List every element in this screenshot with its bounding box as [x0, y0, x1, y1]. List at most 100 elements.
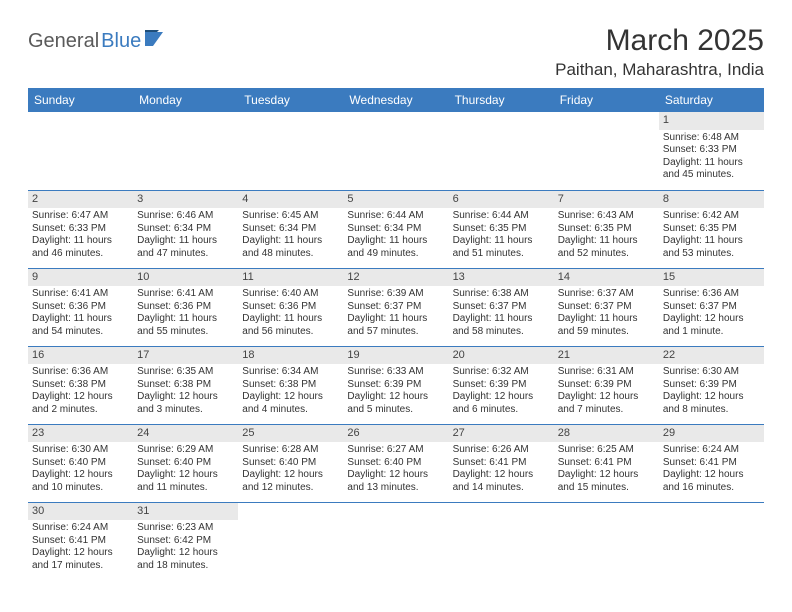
sunrise-text: Sunrise: 6:30 AM — [663, 366, 760, 379]
calendar-day-cell: 17Sunrise: 6:35 AMSunset: 6:38 PMDayligh… — [133, 346, 238, 424]
calendar-day-cell: 23Sunrise: 6:30 AMSunset: 6:40 PMDayligh… — [28, 424, 133, 502]
daylight-text: Daylight: 12 hours and 2 minutes. — [32, 391, 129, 416]
calendar-week-row: 1Sunrise: 6:48 AMSunset: 6:33 PMDaylight… — [28, 112, 764, 190]
day-number: 18 — [238, 347, 343, 365]
sunset-text: Sunset: 6:40 PM — [32, 457, 129, 470]
day-number: 10 — [133, 269, 238, 287]
sunrise-text: Sunrise: 6:44 AM — [453, 210, 550, 223]
sunrise-text: Sunrise: 6:40 AM — [242, 288, 339, 301]
sunrise-text: Sunrise: 6:37 AM — [558, 288, 655, 301]
calendar-day-cell: 16Sunrise: 6:36 AMSunset: 6:38 PMDayligh… — [28, 346, 133, 424]
weekday-header: Tuesday — [238, 88, 343, 112]
calendar-day-cell — [238, 502, 343, 580]
daylight-text: Daylight: 12 hours and 13 minutes. — [347, 469, 444, 494]
sunset-text: Sunset: 6:40 PM — [347, 457, 444, 470]
sunrise-text: Sunrise: 6:25 AM — [558, 444, 655, 457]
sunset-text: Sunset: 6:33 PM — [32, 223, 129, 236]
weekday-header: Friday — [554, 88, 659, 112]
sunrise-text: Sunrise: 6:32 AM — [453, 366, 550, 379]
day-number: 29 — [659, 425, 764, 443]
day-number: 30 — [28, 503, 133, 521]
daylight-text: Daylight: 11 hours and 58 minutes. — [453, 313, 550, 338]
sunrise-text: Sunrise: 6:41 AM — [32, 288, 129, 301]
sunset-text: Sunset: 6:40 PM — [137, 457, 234, 470]
calendar-day-cell — [659, 502, 764, 580]
calendar-day-cell: 25Sunrise: 6:28 AMSunset: 6:40 PMDayligh… — [238, 424, 343, 502]
weekday-header: Saturday — [659, 88, 764, 112]
daylight-text: Daylight: 12 hours and 10 minutes. — [32, 469, 129, 494]
calendar-day-cell: 27Sunrise: 6:26 AMSunset: 6:41 PMDayligh… — [449, 424, 554, 502]
calendar-day-cell: 31Sunrise: 6:23 AMSunset: 6:42 PMDayligh… — [133, 502, 238, 580]
calendar-day-cell: 20Sunrise: 6:32 AMSunset: 6:39 PMDayligh… — [449, 346, 554, 424]
weekday-header: Thursday — [449, 88, 554, 112]
day-number: 8 — [659, 191, 764, 209]
sunset-text: Sunset: 6:34 PM — [137, 223, 234, 236]
day-number: 11 — [238, 269, 343, 287]
calendar-day-cell: 24Sunrise: 6:29 AMSunset: 6:40 PMDayligh… — [133, 424, 238, 502]
weekday-header-row: Sunday Monday Tuesday Wednesday Thursday… — [28, 88, 764, 112]
day-number: 12 — [343, 269, 448, 287]
weekday-header: Monday — [133, 88, 238, 112]
sunset-text: Sunset: 6:39 PM — [453, 379, 550, 392]
logo-text-blue: Blue — [101, 30, 141, 53]
calendar-day-cell — [449, 112, 554, 190]
calendar-week-row: 16Sunrise: 6:36 AMSunset: 6:38 PMDayligh… — [28, 346, 764, 424]
sunrise-text: Sunrise: 6:41 AM — [137, 288, 234, 301]
day-number: 4 — [238, 191, 343, 209]
day-number: 5 — [343, 191, 448, 209]
flag-icon — [145, 30, 167, 53]
calendar-day-cell: 2Sunrise: 6:47 AMSunset: 6:33 PMDaylight… — [28, 190, 133, 268]
calendar-day-cell: 19Sunrise: 6:33 AMSunset: 6:39 PMDayligh… — [343, 346, 448, 424]
sunset-text: Sunset: 6:37 PM — [453, 301, 550, 314]
sunrise-text: Sunrise: 6:36 AM — [663, 288, 760, 301]
calendar-day-cell — [343, 502, 448, 580]
sunset-text: Sunset: 6:36 PM — [137, 301, 234, 314]
calendar-day-cell: 12Sunrise: 6:39 AMSunset: 6:37 PMDayligh… — [343, 268, 448, 346]
sunset-text: Sunset: 6:41 PM — [558, 457, 655, 470]
sunset-text: Sunset: 6:36 PM — [32, 301, 129, 314]
day-number: 1 — [659, 112, 764, 130]
sunrise-text: Sunrise: 6:47 AM — [32, 210, 129, 223]
sunset-text: Sunset: 6:34 PM — [347, 223, 444, 236]
sunrise-text: Sunrise: 6:31 AM — [558, 366, 655, 379]
sunset-text: Sunset: 6:35 PM — [663, 223, 760, 236]
day-number: 14 — [554, 269, 659, 287]
sunset-text: Sunset: 6:38 PM — [137, 379, 234, 392]
calendar-day-cell — [449, 502, 554, 580]
day-number: 27 — [449, 425, 554, 443]
calendar-table: Sunday Monday Tuesday Wednesday Thursday… — [28, 88, 764, 580]
sunset-text: Sunset: 6:33 PM — [663, 144, 760, 157]
sunset-text: Sunset: 6:39 PM — [663, 379, 760, 392]
sunrise-text: Sunrise: 6:38 AM — [453, 288, 550, 301]
daylight-text: Daylight: 12 hours and 7 minutes. — [558, 391, 655, 416]
calendar-day-cell — [343, 112, 448, 190]
sunrise-text: Sunrise: 6:48 AM — [663, 132, 760, 145]
day-number: 24 — [133, 425, 238, 443]
calendar-page: General Blue March 2025 Paithan, Maharas… — [0, 0, 792, 604]
sunrise-text: Sunrise: 6:33 AM — [347, 366, 444, 379]
sunrise-text: Sunrise: 6:29 AM — [137, 444, 234, 457]
daylight-text: Daylight: 12 hours and 16 minutes. — [663, 469, 760, 494]
daylight-text: Daylight: 11 hours and 56 minutes. — [242, 313, 339, 338]
weekday-header: Wednesday — [343, 88, 448, 112]
daylight-text: Daylight: 12 hours and 14 minutes. — [453, 469, 550, 494]
day-number: 3 — [133, 191, 238, 209]
sunrise-text: Sunrise: 6:43 AM — [558, 210, 655, 223]
calendar-day-cell: 6Sunrise: 6:44 AMSunset: 6:35 PMDaylight… — [449, 190, 554, 268]
day-number: 16 — [28, 347, 133, 365]
daylight-text: Daylight: 11 hours and 54 minutes. — [32, 313, 129, 338]
day-number: 23 — [28, 425, 133, 443]
daylight-text: Daylight: 12 hours and 12 minutes. — [242, 469, 339, 494]
daylight-text: Daylight: 12 hours and 15 minutes. — [558, 469, 655, 494]
calendar-day-cell — [28, 112, 133, 190]
daylight-text: Daylight: 11 hours and 46 minutes. — [32, 235, 129, 260]
day-number: 2 — [28, 191, 133, 209]
day-number: 17 — [133, 347, 238, 365]
sunrise-text: Sunrise: 6:44 AM — [347, 210, 444, 223]
day-number: 21 — [554, 347, 659, 365]
calendar-day-cell: 4Sunrise: 6:45 AMSunset: 6:34 PMDaylight… — [238, 190, 343, 268]
daylight-text: Daylight: 11 hours and 57 minutes. — [347, 313, 444, 338]
sunset-text: Sunset: 6:39 PM — [347, 379, 444, 392]
calendar-body: 1Sunrise: 6:48 AMSunset: 6:33 PMDaylight… — [28, 112, 764, 580]
sunset-text: Sunset: 6:39 PM — [558, 379, 655, 392]
